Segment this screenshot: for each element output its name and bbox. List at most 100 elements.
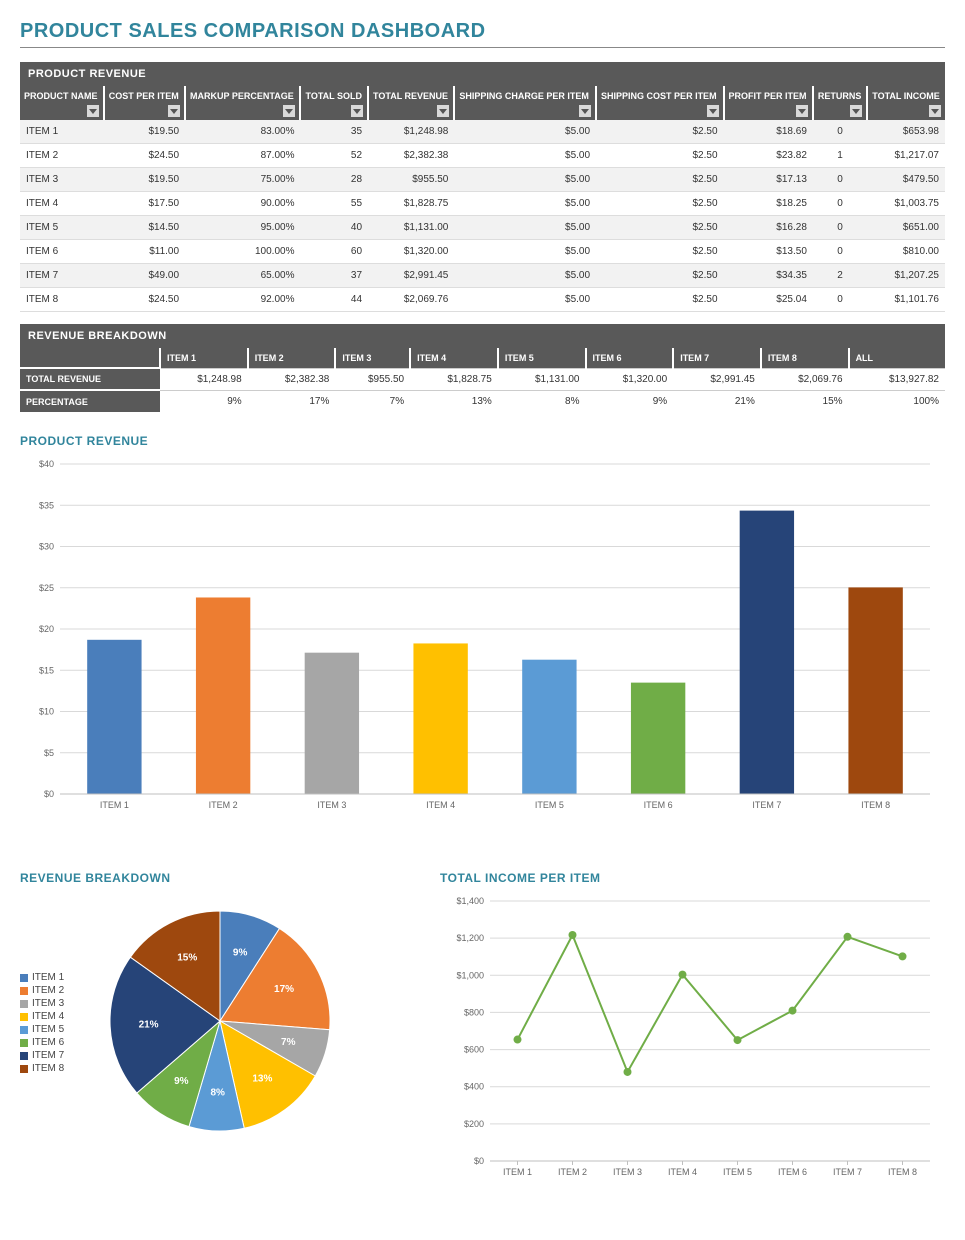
table-row: ITEM 1$19.5083.00%35$1,248.98$5.00$2.50$… (20, 120, 945, 144)
table-cell: 95.00% (185, 215, 300, 239)
table-cell: $2,069.76 (761, 368, 849, 390)
total-income-line-chart: $0$200$400$600$800$1,000$1,200$1,400ITEM… (440, 891, 945, 1196)
legend-item: ITEM 8 (20, 1063, 90, 1074)
legend-label: ITEM 1 (32, 972, 64, 983)
table-cell: $5.00 (454, 215, 596, 239)
legend-item: ITEM 4 (20, 1011, 90, 1022)
filter-dropdown-icon[interactable] (850, 105, 862, 117)
revenue-breakdown-pie-chart: 9%17%7%13%8%9%21%15% (90, 891, 350, 1156)
column-header[interactable]: PROFIT PER ITEM (724, 86, 813, 120)
column-header[interactable]: PRODUCT NAME (20, 86, 104, 120)
legend-swatch (20, 1052, 28, 1060)
filter-dropdown-icon[interactable] (707, 105, 719, 117)
table-cell: ITEM 4 (20, 191, 104, 215)
table-cell: 0 (813, 167, 867, 191)
table-cell: $5.00 (454, 191, 596, 215)
table-cell: $653.98 (867, 120, 945, 144)
table-cell: 60 (300, 239, 368, 263)
svg-text:ITEM 5: ITEM 5 (723, 1167, 752, 1177)
svg-text:ITEM 1: ITEM 1 (503, 1167, 532, 1177)
column-header[interactable]: TOTAL REVENUE (368, 86, 454, 120)
legend-swatch (20, 1013, 28, 1021)
svg-text:ITEM 2: ITEM 2 (558, 1167, 587, 1177)
svg-text:$600: $600 (464, 1044, 484, 1054)
table-row: ITEM 7$49.0065.00%37$2,991.45$5.00$2.50$… (20, 263, 945, 287)
table-cell: $18.69 (724, 120, 813, 144)
filter-dropdown-icon[interactable] (283, 105, 295, 117)
table-cell: 13% (410, 390, 498, 412)
table-cell: $5.00 (454, 120, 596, 144)
table-cell: $13.50 (724, 239, 813, 263)
table-cell: 15% (761, 390, 849, 412)
table-row: TOTAL REVENUE$1,248.98$2,382.38$955.50$1… (20, 368, 945, 390)
column-header[interactable]: SHIPPING CHARGE PER ITEM (454, 86, 596, 120)
filter-dropdown-icon[interactable] (168, 105, 180, 117)
filter-dropdown-icon[interactable] (579, 105, 591, 117)
legend-item: ITEM 7 (20, 1050, 90, 1061)
filter-dropdown-icon[interactable] (796, 105, 808, 117)
svg-text:$35: $35 (39, 500, 54, 510)
column-header[interactable]: RETURNS (813, 86, 867, 120)
column-header[interactable]: MARKUP PERCENTAGE (185, 86, 300, 120)
svg-text:ITEM 1: ITEM 1 (100, 800, 129, 810)
table-cell: $2,382.38 (248, 368, 336, 390)
table-cell: $1,131.00 (498, 368, 586, 390)
table-cell: 7% (335, 390, 410, 412)
row-label: PERCENTAGE (20, 390, 160, 412)
svg-text:$40: $40 (39, 459, 54, 469)
svg-text:$0: $0 (44, 789, 54, 799)
table-cell: $1,828.75 (368, 191, 454, 215)
table-cell: $1,248.98 (368, 120, 454, 144)
table-cell: ITEM 1 (20, 120, 104, 144)
product-revenue-bar-chart: $0$5$10$15$20$25$30$35$40ITEM 1ITEM 2ITE… (20, 454, 945, 829)
table-cell: $955.50 (335, 368, 410, 390)
column-header: ALL (849, 348, 945, 369)
column-header[interactable]: SHIPPING COST PER ITEM (596, 86, 723, 120)
legend-label: ITEM 4 (32, 1011, 64, 1022)
table-cell: $2.50 (596, 263, 723, 287)
legend-swatch (20, 974, 28, 982)
filter-dropdown-icon[interactable] (351, 105, 363, 117)
table-cell: $1,131.00 (368, 215, 454, 239)
table-cell: 0 (813, 287, 867, 311)
table-row: ITEM 6$11.00100.00%60$1,320.00$5.00$2.50… (20, 239, 945, 263)
table-cell: $49.00 (104, 263, 185, 287)
filter-dropdown-icon[interactable] (87, 105, 99, 117)
table-cell: $17.13 (724, 167, 813, 191)
filter-dropdown-icon[interactable] (437, 105, 449, 117)
table-cell: 92.00% (185, 287, 300, 311)
table-row: ITEM 3$19.5075.00%28$955.50$5.00$2.50$17… (20, 167, 945, 191)
table-cell: 8% (498, 390, 586, 412)
table-cell: 44 (300, 287, 368, 311)
table-cell: $651.00 (867, 215, 945, 239)
revenue-breakdown-section-header: REVENUE BREAKDOWN (20, 324, 945, 348)
column-header: ITEM 1 (160, 348, 248, 369)
column-header[interactable]: TOTAL INCOME (867, 86, 945, 120)
table-cell: $11.00 (104, 239, 185, 263)
table-cell: ITEM 6 (20, 239, 104, 263)
table-cell: 87.00% (185, 143, 300, 167)
table-cell: $5.00 (454, 167, 596, 191)
row-label: TOTAL REVENUE (20, 368, 160, 390)
table-cell: $2.50 (596, 215, 723, 239)
table-cell: $2.50 (596, 167, 723, 191)
column-header[interactable]: COST PER ITEM (104, 86, 185, 120)
table-cell: 35 (300, 120, 368, 144)
column-header[interactable]: TOTAL SOLD (300, 86, 368, 120)
table-cell: $2.50 (596, 287, 723, 311)
table-cell: ITEM 8 (20, 287, 104, 311)
svg-text:ITEM 3: ITEM 3 (317, 800, 346, 810)
filter-dropdown-icon[interactable] (929, 105, 941, 117)
legend-swatch (20, 1039, 28, 1047)
legend-label: ITEM 7 (32, 1050, 64, 1061)
table-cell: ITEM 3 (20, 167, 104, 191)
column-header: ITEM 5 (498, 348, 586, 369)
svg-text:$400: $400 (464, 1082, 484, 1092)
table-cell: ITEM 2 (20, 143, 104, 167)
legend-swatch (20, 1026, 28, 1034)
table-cell: 1 (813, 143, 867, 167)
table-cell: 0 (813, 191, 867, 215)
table-cell: 0 (813, 239, 867, 263)
svg-text:ITEM 7: ITEM 7 (833, 1167, 862, 1177)
svg-text:9%: 9% (233, 947, 248, 958)
